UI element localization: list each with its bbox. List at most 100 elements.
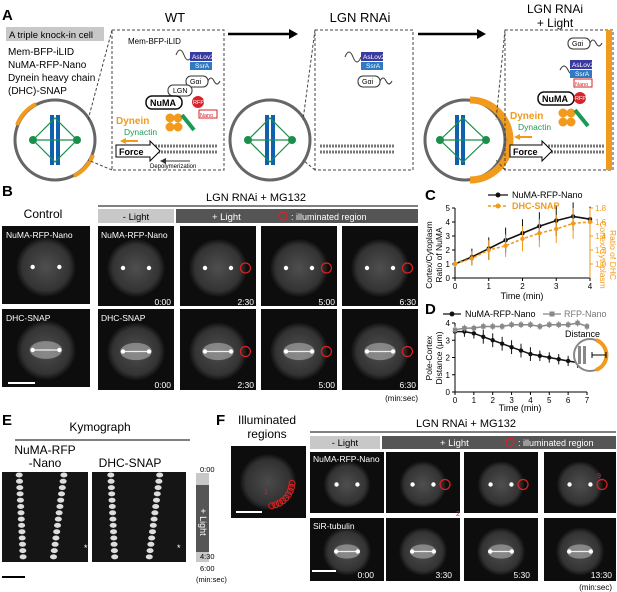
d-ylabel-1: Pole-Cortex (424, 335, 434, 381)
cell-blob (399, 461, 447, 508)
f-region-1: 1 (264, 489, 268, 496)
c-ytick-right-label: 1.6 (595, 218, 607, 227)
gai-label-rnai: Gαi (362, 79, 373, 86)
spindle-pole (567, 482, 572, 487)
spindle-pole (57, 264, 62, 270)
panel-f-letter: F (216, 412, 225, 429)
nano-label-wt: Nano (200, 113, 213, 119)
c-ytick-label: 2 (446, 246, 451, 255)
kymo-spot (17, 516, 25, 522)
rnai-title: LGN RNAi (330, 10, 391, 25)
f-row2-label: SiR-tubulin (313, 521, 355, 531)
f-illum-title-2: regions (247, 427, 286, 441)
kymo-spot (108, 491, 116, 497)
f-row1-label: NuMA-RFP-Nano (313, 454, 380, 464)
d-legend-marker-1 (449, 311, 455, 317)
knockin-line-4: (DHC)-SNAP (8, 86, 67, 97)
kymo-spot (50, 548, 58, 554)
illumination-circle (288, 479, 296, 487)
spindle-pole (57, 347, 62, 353)
c-xtick-label: 4 (588, 282, 593, 291)
illumination-circle (320, 262, 333, 274)
b-unit: (min:sec) (385, 394, 418, 403)
c-point (469, 256, 475, 261)
kymo-spot (60, 472, 68, 478)
e-asterisk-1: * (84, 543, 88, 553)
c-ytick-label: 3 (446, 232, 451, 241)
e-label2: DHC-SNAP (99, 456, 162, 470)
illumination-circle (268, 502, 276, 510)
b-plus-light-bar (176, 209, 418, 223)
d-point (490, 324, 495, 329)
c-xtick-label: 2 (520, 282, 525, 291)
kymo-spot (152, 497, 160, 503)
b-image-grid (2, 226, 418, 390)
cell-blob (107, 239, 165, 297)
aslov2-label-rnai: AsLov2 (363, 54, 385, 61)
kymo-spot (148, 535, 156, 541)
d-point (537, 353, 543, 358)
kymo-spot (147, 541, 155, 547)
kymograph-panel (2, 472, 88, 562)
gai-label-light: Gαi (572, 41, 583, 48)
d-xtick-label: 0 (453, 396, 458, 405)
kymo-spot (152, 504, 160, 509)
spindle-pole (410, 549, 415, 554)
f-plus-light-bar (382, 436, 616, 449)
kymo-spot (108, 504, 116, 509)
spindle-pole (120, 265, 126, 271)
rfp-label-light: RFP (575, 96, 586, 102)
c-point (570, 221, 576, 226)
kymo-spot (109, 516, 117, 522)
b-illum-circle-icon (278, 211, 288, 221)
d-point (471, 325, 477, 331)
illumination-circle (286, 487, 294, 495)
kymograph-panel (92, 472, 186, 562)
spindle-pole (509, 549, 514, 554)
mem-label-wt: Mem-BFP-iLID (128, 37, 181, 46)
cell-blob (323, 461, 371, 508)
zoom-box-wt (111, 29, 225, 171)
f-minus-light-bar (310, 436, 380, 449)
spindle-pole (567, 549, 572, 554)
c-point (486, 247, 491, 253)
spindle-pole (30, 264, 35, 270)
c-legend-marker-2 (495, 203, 501, 209)
kymo-spot (18, 529, 26, 535)
kymo-spot (58, 485, 66, 491)
depol-label-wt: Depolymerization (150, 164, 196, 170)
c-xtick-label: 3 (554, 282, 559, 291)
e-label1-a: NuMA-RFP (14, 443, 75, 457)
kymo-spot (151, 510, 159, 516)
kymo-spot (19, 541, 26, 547)
e-t-mid: 4:30 (200, 552, 215, 561)
dynein-label-light: Dynein (510, 111, 543, 122)
b-minus-light-bar (98, 209, 174, 223)
c-ytick-right-label: 1.0 (595, 260, 607, 269)
e-title: Kymograph (69, 420, 130, 434)
chart-c: 0 1 2 3 4 5 1.0 1.2 1.4 1.6 1.8 0 1 2 3 4 (446, 202, 607, 291)
kymo-spot (146, 548, 154, 554)
kymo-spot (109, 510, 117, 516)
kymo-spot (16, 491, 24, 497)
spindle-pole (390, 265, 396, 271)
d-point (584, 324, 590, 329)
spindle-pole (588, 482, 593, 487)
b-time-3a: 5:00 (318, 297, 335, 307)
c-ytick-right-label: 1.2 (595, 246, 607, 255)
cell-blob (189, 239, 247, 297)
kymo-spot (17, 504, 25, 509)
d-point (481, 324, 486, 329)
knockin-line-1: Mem-BFP-iLID (8, 47, 74, 58)
spindle-pole (355, 482, 360, 487)
kymo-spot (150, 516, 158, 522)
c-point (587, 219, 593, 225)
spindle-pole (364, 265, 370, 271)
b-time-1b: 0:00 (154, 380, 171, 390)
f-region-2: 2 (456, 511, 460, 518)
distance-schematic-icon (573, 338, 609, 372)
illumination-circle (287, 483, 295, 491)
c-point (554, 226, 559, 232)
b-time-1a: 0:00 (154, 297, 171, 307)
